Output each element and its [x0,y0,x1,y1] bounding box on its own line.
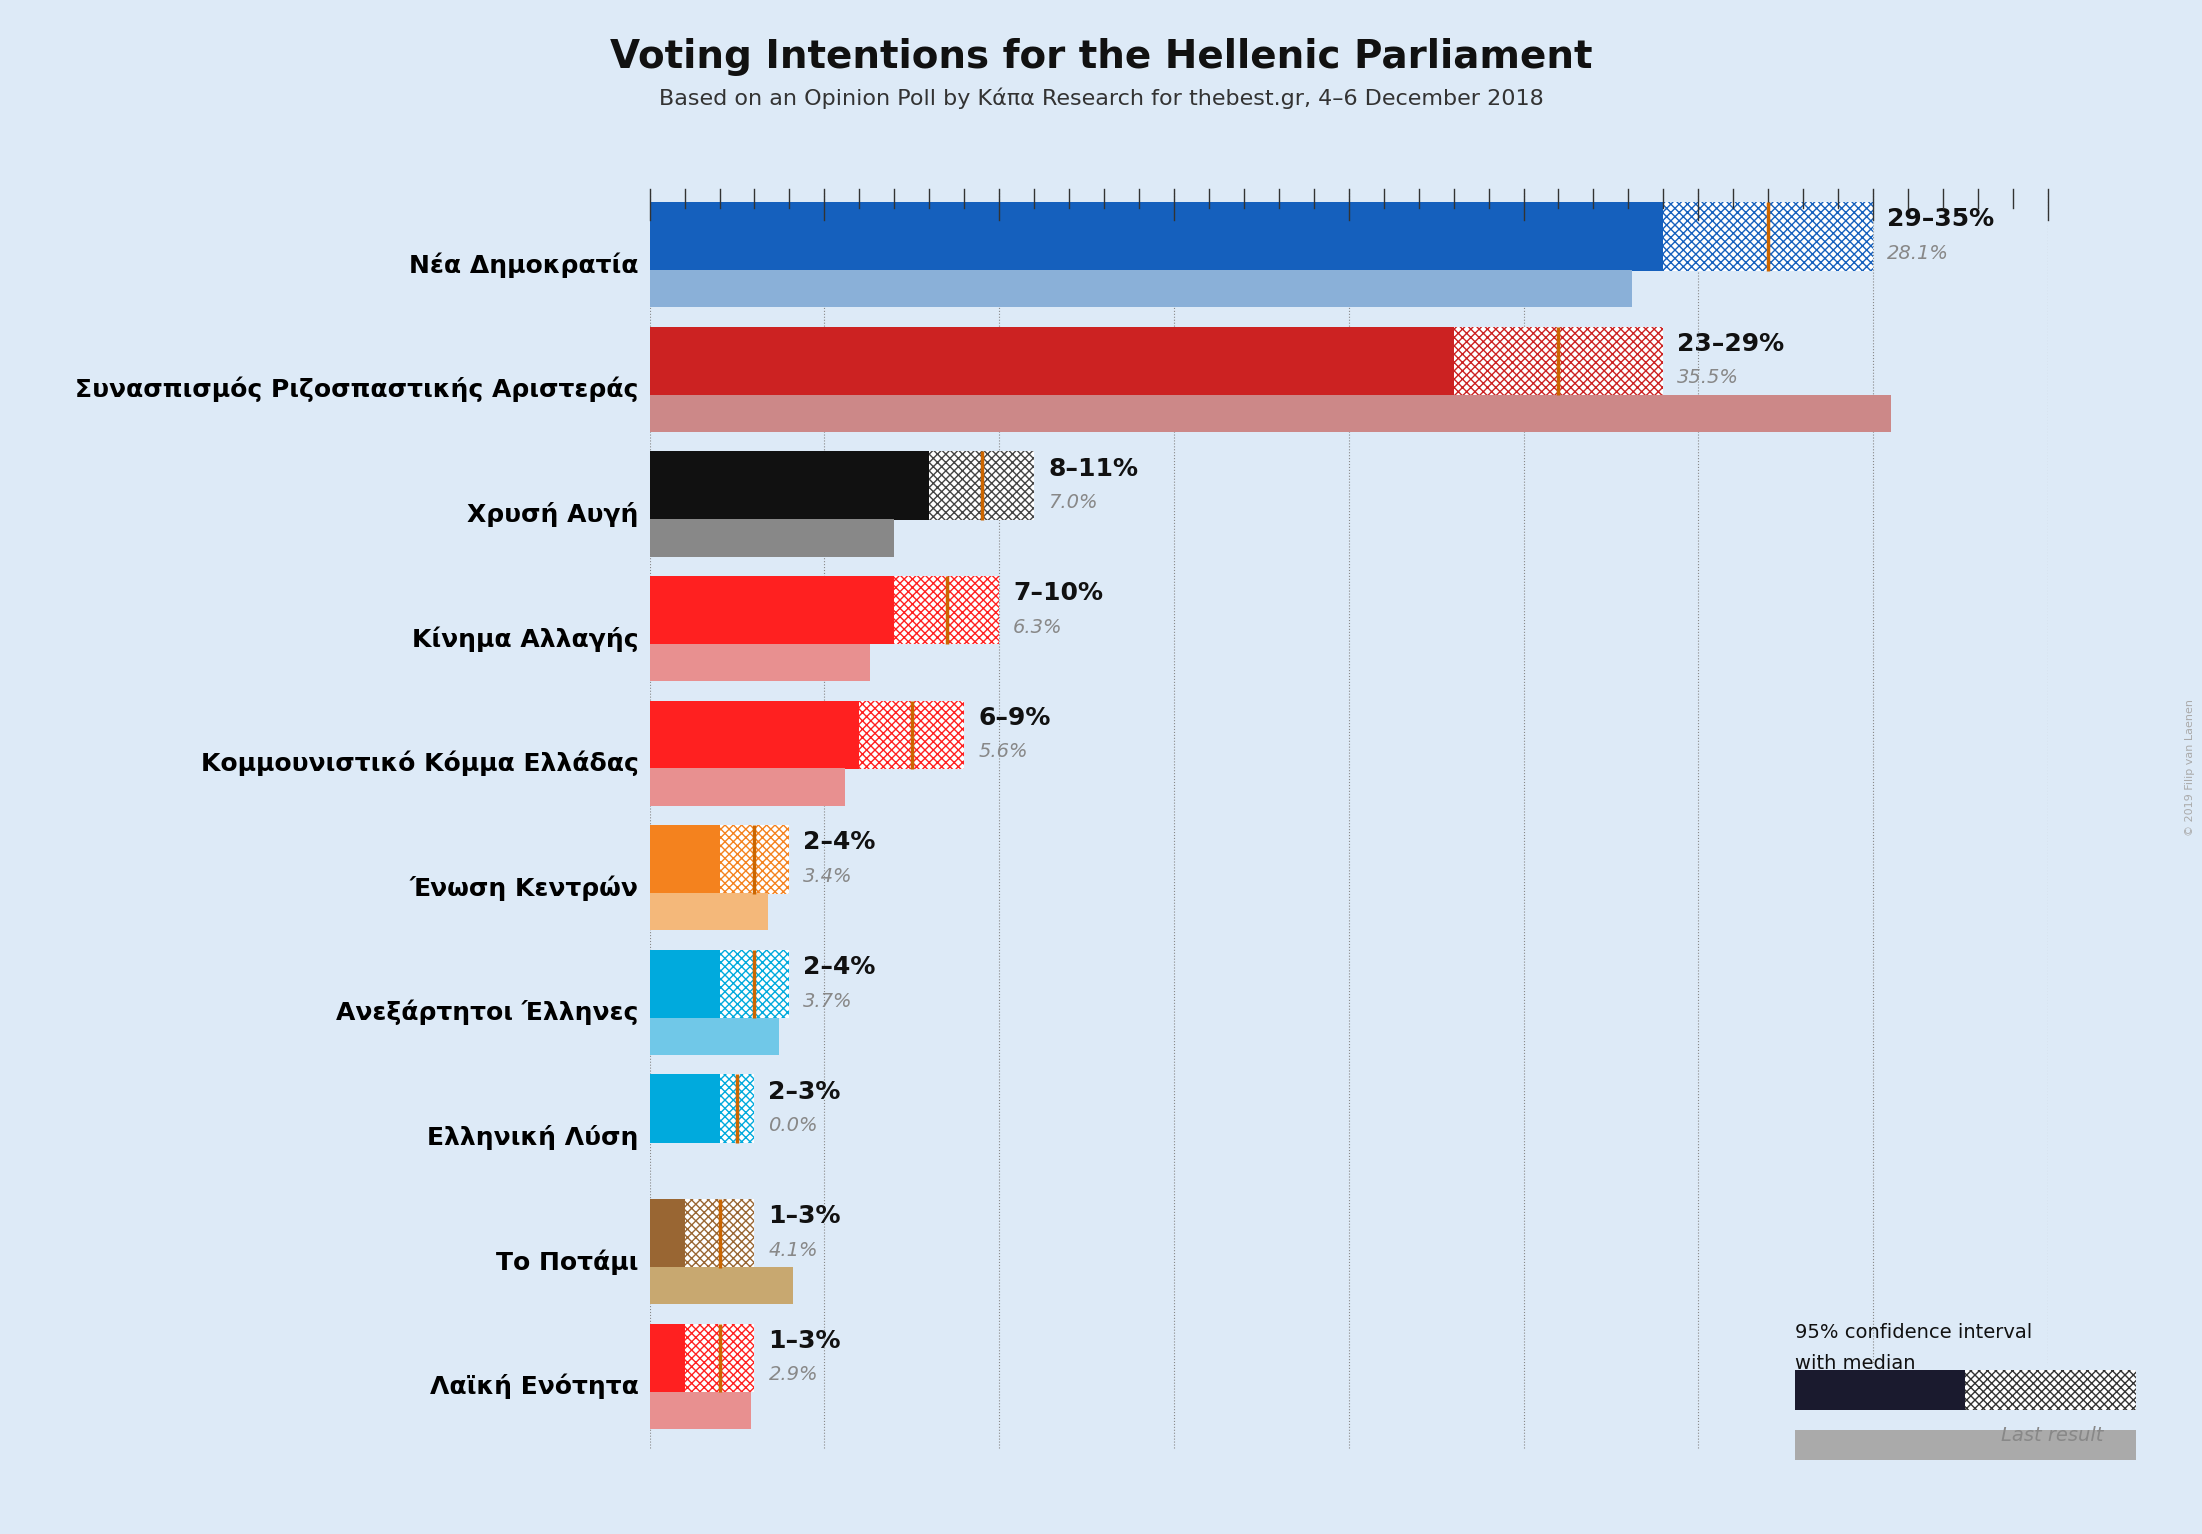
Text: Voting Intentions for the Hellenic Parliament: Voting Intentions for the Hellenic Parli… [610,38,1592,77]
Text: 29–35%: 29–35% [1887,207,1995,232]
Bar [929,451,1035,520]
Text: with median: with median [1795,1355,1916,1373]
Bar [685,1200,755,1267]
Bar [650,1074,720,1143]
Bar [650,769,846,805]
Bar [720,950,788,1019]
Bar [720,950,788,1019]
Text: 7.0%: 7.0% [1048,492,1097,512]
Bar [1453,327,1663,396]
Bar [859,701,964,769]
Text: 6–9%: 6–9% [978,706,1050,730]
Text: 2–4%: 2–4% [804,830,876,854]
Bar [650,1324,685,1393]
Bar [1453,327,1663,396]
Text: Last result: Last result [2002,1427,2103,1445]
Bar [650,825,720,894]
Text: 8–11%: 8–11% [1048,457,1138,480]
Bar [650,701,859,769]
Bar [1795,1370,1964,1410]
Text: 1–3%: 1–3% [768,1204,841,1229]
Text: 23–29%: 23–29% [1678,331,1784,356]
Bar [720,1074,755,1143]
Bar [1663,202,1874,270]
Text: 95% confidence interval: 95% confidence interval [1795,1324,2032,1342]
Bar [650,270,1632,307]
Text: 5.6%: 5.6% [978,742,1028,761]
Text: 2–4%: 2–4% [804,956,876,979]
Text: Based on an Opinion Poll by Κάπα Research for thebest.gr, 4–6 December 2018: Based on an Opinion Poll by Κάπα Researc… [658,87,1544,109]
Bar [929,451,1035,520]
Text: 35.5%: 35.5% [1678,368,1740,388]
Bar [650,1391,751,1430]
Text: 7–10%: 7–10% [1013,581,1103,606]
Bar [650,950,720,1019]
Bar [1663,202,1874,270]
Bar [685,1324,755,1393]
Bar [720,825,788,894]
Bar [894,575,1000,644]
Bar [685,1324,755,1393]
Text: 6.3%: 6.3% [1013,618,1064,637]
Text: 3.4%: 3.4% [804,867,852,887]
Bar [650,1017,780,1055]
Text: 2.9%: 2.9% [768,1365,817,1385]
Text: 0.0%: 0.0% [768,1117,817,1135]
Bar [650,518,894,557]
Bar [650,1200,685,1267]
Bar [1795,1430,2136,1460]
Bar [650,575,894,644]
Text: 28.1%: 28.1% [1887,244,1949,262]
Bar [650,394,1892,433]
Bar [859,701,964,769]
Bar [720,825,788,894]
Bar [650,451,929,520]
Bar [1964,1370,2136,1410]
Bar [650,644,870,681]
Bar [685,1200,755,1267]
Bar [650,327,1453,396]
Text: 4.1%: 4.1% [768,1241,817,1259]
Text: 1–3%: 1–3% [768,1328,841,1353]
Bar [894,575,1000,644]
Text: 2–3%: 2–3% [768,1080,841,1104]
Bar [1964,1370,2136,1410]
Text: 3.7%: 3.7% [804,991,852,1011]
Text: © 2019 Filip van Laenen: © 2019 Filip van Laenen [2184,698,2195,836]
Bar [720,1074,755,1143]
Bar [650,202,1663,270]
Bar [650,1267,793,1304]
Bar [650,893,768,931]
